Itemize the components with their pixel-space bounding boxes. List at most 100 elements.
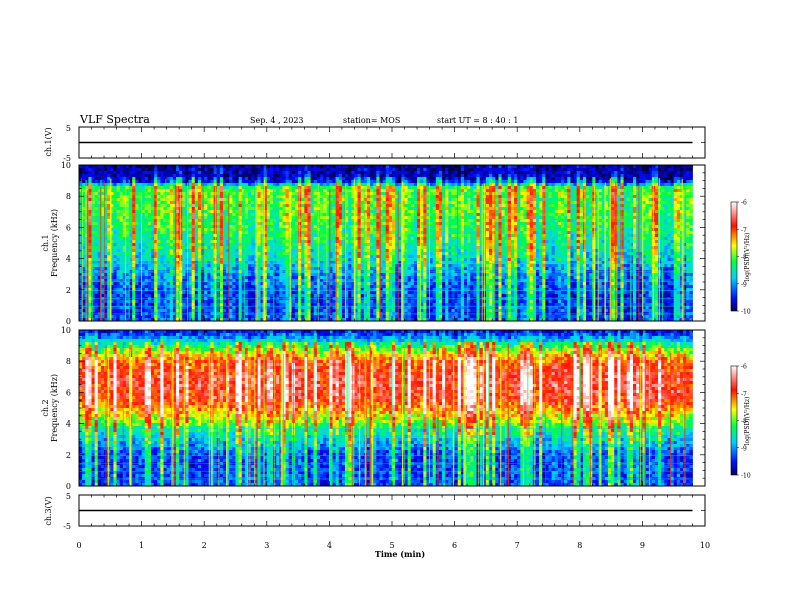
spectrogram-cell [366, 252, 371, 256]
spectrogram-cell [94, 168, 99, 172]
spectrogram-cell [282, 249, 286, 253]
spectrogram-cell [348, 246, 352, 250]
spectrogram-cell [132, 309, 136, 313]
spectrogram-cell [294, 276, 299, 280]
spectrogram-cell [357, 276, 362, 280]
spectrogram-cell [269, 207, 274, 211]
spectrogram-cell [185, 174, 189, 178]
spectrogram-cell [251, 225, 255, 229]
spectrogram-cell [129, 318, 133, 322]
spectrogram-cell [370, 192, 374, 196]
spectrogram-cell [188, 318, 193, 322]
spectrogram-cell [150, 309, 155, 313]
spectrogram-cell [147, 237, 152, 241]
spectrogram-cell [169, 249, 174, 253]
spectrogram-cell [263, 234, 268, 238]
spectrogram-cell [260, 216, 265, 220]
spectrogram-cell [320, 183, 324, 187]
spectrogram-cell [307, 174, 312, 178]
spectrogram-cell [100, 240, 105, 244]
spectrogram-cell [360, 165, 365, 169]
spectrogram-cell [294, 261, 299, 265]
spectrogram-cell [266, 174, 271, 178]
spectrogram-cell [316, 279, 321, 283]
spectrogram-cell [210, 168, 214, 172]
spectrogram-cell [100, 276, 105, 280]
spectrogram-cell [294, 198, 299, 202]
spectrogram-cell [326, 252, 330, 256]
spectrogram-cell [110, 243, 114, 247]
spectrogram-cell [194, 273, 199, 277]
spectrogram-cell [298, 237, 302, 241]
spectrogram-cell [351, 279, 355, 283]
spectrogram-cell [119, 291, 124, 295]
spectrogram-cell [276, 180, 280, 184]
spectrogram-cell [260, 297, 265, 301]
spectrogram-cell [291, 246, 296, 250]
spectrogram-cell [341, 207, 346, 211]
spectrogram-cell [104, 189, 108, 193]
spectrogram-cell [150, 234, 155, 238]
spectrogram-cell [113, 276, 117, 280]
spectrogram-cell [82, 174, 86, 178]
spectrogram-cell [313, 219, 318, 223]
spectrogram-cell [88, 279, 92, 283]
spectrogram-cell [176, 219, 180, 223]
spectrogram-cell [244, 306, 249, 310]
spectrogram-cell [182, 222, 186, 226]
spectrogram-cell [91, 318, 96, 322]
spectrogram-cell [357, 267, 362, 271]
spectrogram-cell [341, 210, 346, 214]
spectrogram-cell [132, 186, 136, 190]
spectrogram-cell [263, 255, 268, 259]
spectrogram-cell [182, 180, 186, 184]
spectrogram-cell [360, 288, 365, 292]
spectrogram-cell [341, 264, 346, 268]
spectrogram-cell [348, 294, 352, 298]
spectrogram-cell [291, 267, 296, 271]
spectrogram-cell [213, 165, 218, 169]
spectrogram-cell [285, 213, 290, 217]
spectrogram-cell [266, 279, 271, 283]
spectrogram-cell [285, 252, 290, 256]
spectrogram-cell [235, 264, 240, 268]
spectrogram-cell [172, 276, 177, 280]
spectrogram-cell [273, 303, 277, 307]
spectrogram-cell [94, 246, 99, 250]
spectrogram-cell [166, 279, 171, 283]
spectrogram-cell [301, 282, 305, 286]
spectrogram-cell [88, 315, 92, 319]
spectrogram-cell [197, 279, 202, 283]
spectrogram-cell [141, 213, 146, 217]
spectrogram-cell [144, 255, 149, 259]
spectrogram-cell [251, 180, 255, 184]
spectrogram-cell [323, 237, 327, 241]
spectrogram-cell [370, 222, 374, 226]
spectrogram-cell [266, 198, 271, 202]
spectrogram-cell [304, 252, 308, 256]
spectrogram-cell [248, 204, 252, 208]
spectrogram-cell [307, 204, 312, 208]
spectrogram-cell [257, 186, 261, 190]
spectrogram-cell [88, 285, 92, 289]
spectrogram-cell [169, 252, 174, 256]
spectrogram-cell [370, 240, 374, 244]
spectrogram-cell [88, 165, 92, 169]
spectrogram-cell [91, 243, 96, 247]
spectrogram-cell [276, 225, 280, 229]
spectrogram-cell [100, 300, 105, 304]
spectrogram-cell [326, 264, 330, 268]
spectrogram-cell [157, 255, 161, 259]
spectrogram-cell [157, 285, 161, 289]
spectrogram-cell [348, 243, 352, 247]
spectrogram-cell [150, 183, 155, 187]
spectrogram-cell [313, 249, 318, 253]
spectrogram-cell [100, 180, 105, 184]
spectrogram-cell [254, 168, 258, 172]
spectrogram-cell [332, 207, 337, 211]
spectrogram-cell [119, 261, 124, 265]
spectrogram-cell [326, 297, 330, 301]
spectrogram-cell [88, 216, 92, 220]
spectrogram-cell [176, 315, 180, 319]
spectrogram-cell [320, 231, 324, 235]
